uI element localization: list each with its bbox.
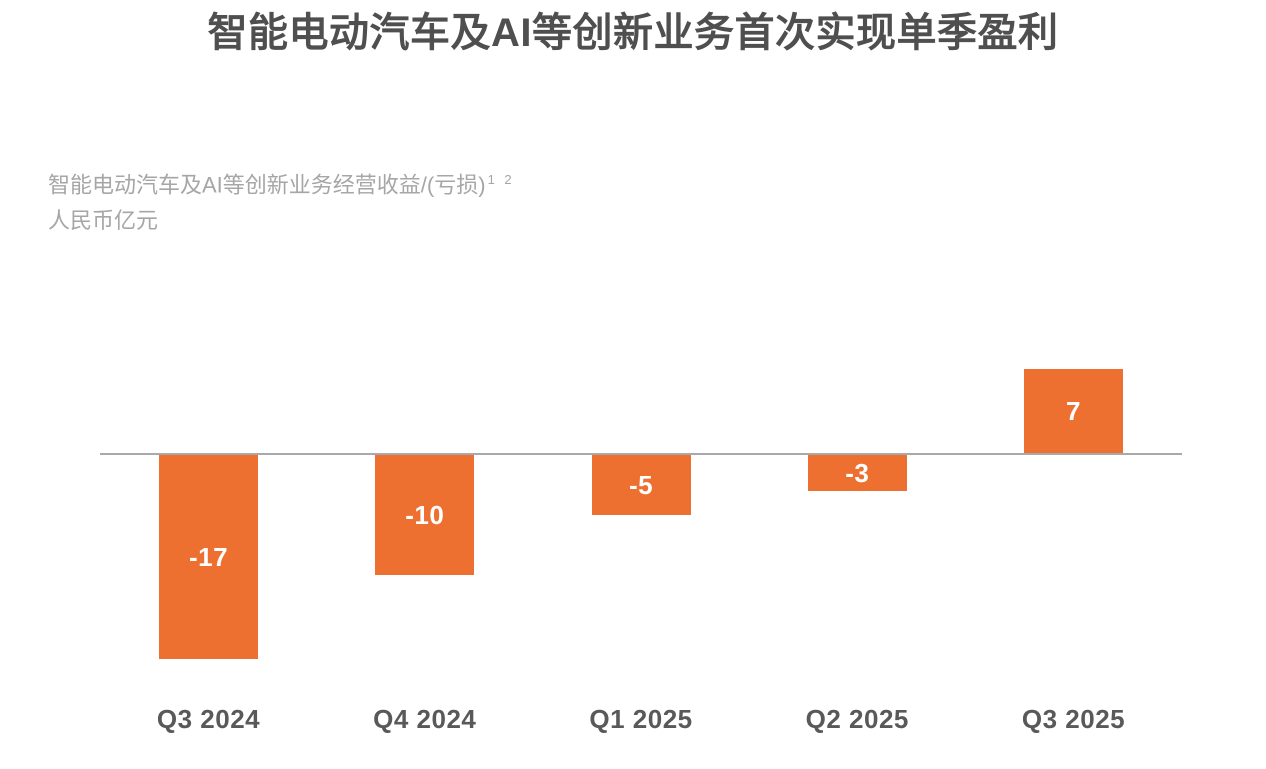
subtitle-line2: 人民币亿元: [48, 208, 159, 234]
bar-q2-2025: -3: [807, 455, 907, 491]
subtitle-footnote-markers: 1 2: [487, 172, 515, 187]
bar-q3-2024: -17: [159, 455, 258, 659]
bar-value-label: -5: [628, 469, 654, 500]
x-axis-label: Q4 2024: [373, 704, 477, 734]
bar-value-label: -10: [405, 499, 445, 530]
bar-value-label: 7: [1066, 395, 1081, 426]
bar-q4-2024: -10: [375, 455, 475, 575]
bar-q3-2025: 7: [1024, 369, 1123, 453]
bar-value-label: -17: [188, 541, 229, 572]
subtitle-line1: 智能电动汽车及AI等创新业务经营收益/(亏损) 1 2: [48, 172, 515, 198]
x-axis-label: Q1 2025: [589, 704, 693, 734]
x-axis-label: Q3 2025: [1021, 704, 1126, 734]
chart-subtitle: 智能电动汽车及AI等创新业务经营收益/(亏损) 1 2 人民币亿元: [48, 162, 515, 239]
x-axis-label: Q3 2024: [156, 704, 261, 734]
bar-q1-2025: -5: [591, 455, 691, 515]
zero-axis-line: [100, 453, 1182, 455]
x-axis-label: Q2 2025: [805, 704, 909, 734]
chart-title: 智能电动汽车及AI等创新业务首次实现单季盈利: [207, 11, 1059, 55]
bar-value-label: -3: [845, 457, 870, 488]
